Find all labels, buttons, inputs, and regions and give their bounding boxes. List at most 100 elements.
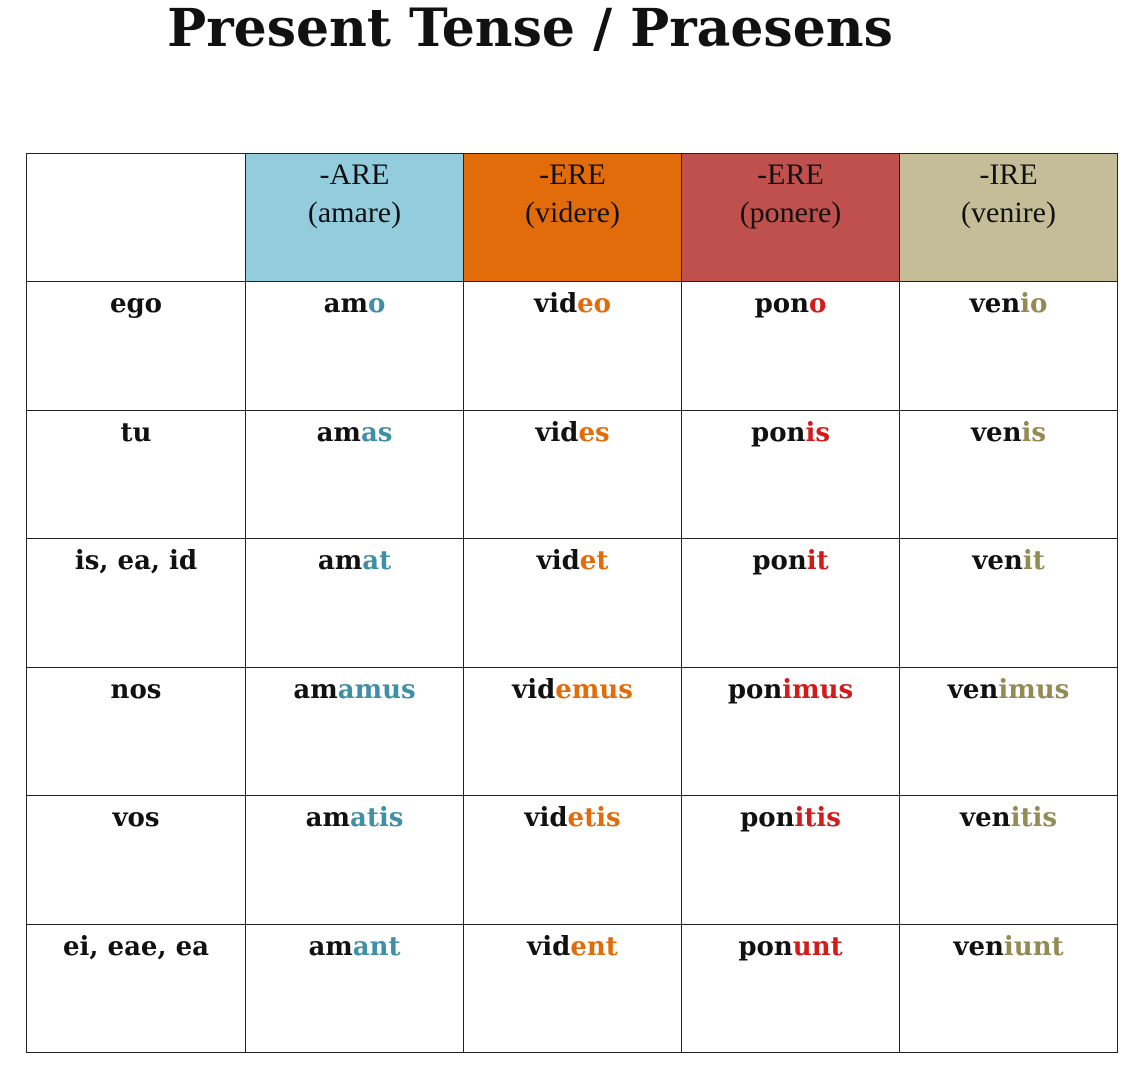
header-ending: -ARE — [319, 158, 390, 191]
header-verb: (ponere) — [739, 196, 842, 229]
verb-form-cell: ponunt — [681, 923, 900, 1054]
verb-form-cell: pono — [681, 281, 900, 411]
table-row: ego amo video pono venio — [26, 281, 1118, 411]
pronoun-cell: nos — [26, 666, 246, 797]
verb-form-cell: amatis — [245, 795, 464, 925]
header-ending: -IRE — [979, 158, 1038, 191]
verb-stem: am — [308, 931, 353, 962]
verb-stem: ven — [972, 546, 1023, 577]
verb-form-cell: amamus — [245, 666, 464, 797]
verb-form-cell: ponit — [681, 538, 900, 668]
verb-form-cell: venimus — [899, 666, 1118, 797]
pronoun-cell: is, ea, id — [26, 538, 246, 668]
verb-form-cell: amat — [245, 538, 464, 668]
header-cell-are: -ARE (amare) — [245, 152, 464, 283]
verb-ending: it — [806, 546, 829, 577]
table-row: vos amatis videtis ponitis venitis — [26, 795, 1118, 925]
verb-stem: ven — [969, 289, 1021, 320]
verb-stem: ven — [953, 931, 1004, 962]
verb-form-cell: videt — [463, 538, 682, 668]
verb-stem: am — [317, 546, 363, 577]
verb-stem: am — [305, 803, 350, 834]
verb-form-cell: amant — [245, 923, 464, 1054]
verb-ending: itis — [794, 803, 841, 834]
verb-form-cell: ponis — [681, 409, 900, 540]
verb-ending: io — [1020, 289, 1048, 320]
verb-ending: atis — [349, 803, 404, 834]
verb-stem: am — [323, 289, 368, 320]
verb-stem: vid — [535, 417, 579, 448]
verb-ending: iunt — [1003, 931, 1064, 962]
verb-ending: is — [1021, 417, 1047, 448]
header-verb: (videre) — [525, 196, 620, 229]
verb-form-cell: ponitis — [681, 795, 900, 925]
verb-form-cell: vides — [463, 409, 682, 540]
verb-form-cell: vident — [463, 923, 682, 1054]
verb-ending: itis — [1010, 803, 1057, 834]
verb-stem: vid — [536, 546, 580, 577]
verb-stem: am — [293, 674, 338, 705]
verb-ending: o — [809, 289, 827, 320]
verb-ending: imus — [998, 674, 1070, 705]
header-cell-ere-3: -ERE (ponere) — [681, 152, 900, 283]
verb-form-cell: amas — [245, 409, 464, 540]
table-row: ei, eae, ea amant vident ponunt veniunt — [26, 923, 1118, 1054]
verb-stem: am — [316, 417, 361, 448]
verb-form-cell: veniunt — [899, 923, 1118, 1054]
verb-ending: et — [579, 546, 609, 577]
verb-stem: ven — [970, 417, 1022, 448]
verb-stem: ven — [960, 803, 1011, 834]
verb-stem: pon — [738, 931, 793, 962]
empty-corner-cell — [26, 152, 246, 283]
verb-form-cell: venitis — [899, 795, 1118, 925]
verb-form-cell: ponimus — [681, 666, 900, 797]
pronoun-cell: tu — [26, 409, 246, 540]
verb-stem: vid — [512, 674, 556, 705]
verb-stem: pon — [740, 803, 795, 834]
header-ending: -ERE — [539, 158, 606, 191]
verb-stem: pon — [754, 289, 810, 320]
header-verb: (venire) — [961, 196, 1056, 229]
verb-form-cell: venis — [899, 409, 1118, 540]
verb-ending: unt — [792, 931, 843, 962]
verb-form-cell: venio — [899, 281, 1118, 411]
conjugation-table: -ARE (amare) -ERE (videre) -ERE (ponere)… — [26, 152, 1118, 1054]
verb-ending: imus — [782, 674, 854, 705]
verb-form-cell: video — [463, 281, 682, 411]
pronoun-cell: ei, eae, ea — [26, 923, 246, 1054]
verb-stem: pon — [727, 674, 783, 705]
verb-form-cell: amo — [245, 281, 464, 411]
table-row: nos amamus videmus ponimus venimus — [26, 666, 1118, 797]
verb-stem: pon — [751, 417, 806, 448]
verb-ending: at — [362, 546, 392, 577]
verb-ending: it — [1022, 546, 1045, 577]
verb-ending: es — [578, 417, 610, 448]
verb-stem: vid — [527, 931, 571, 962]
verb-ending: as — [360, 417, 393, 448]
verb-stem: vid — [533, 289, 578, 320]
page-title: Present Tense / Praesens — [167, 0, 893, 59]
verb-stem: pon — [752, 546, 807, 577]
verb-ending: ent — [570, 931, 618, 962]
verb-ending: o — [368, 289, 386, 320]
header-cell-ire: -IRE (venire) — [899, 152, 1118, 283]
verb-ending: etis — [567, 803, 621, 834]
verb-form-cell: videmus — [463, 666, 682, 797]
verb-ending: is — [805, 417, 830, 448]
header-ending: -ERE — [757, 158, 824, 191]
verb-form-cell: videtis — [463, 795, 682, 925]
verb-ending: ant — [352, 931, 401, 962]
header-row: -ARE (amare) -ERE (videre) -ERE (ponere)… — [26, 152, 1118, 283]
pronoun-cell: ego — [26, 281, 246, 411]
verb-stem: ven — [947, 674, 999, 705]
table-row: is, ea, id amat videt ponit venit — [26, 538, 1118, 668]
header-cell-ere-2: -ERE (videre) — [463, 152, 682, 283]
table-row: tu amas vides ponis venis — [26, 409, 1118, 540]
verb-ending: emus — [555, 674, 633, 705]
verb-stem: vid — [524, 803, 568, 834]
pronoun-cell: vos — [26, 795, 246, 925]
header-verb: (amare) — [307, 196, 402, 229]
verb-ending: eo — [577, 289, 612, 320]
verb-form-cell: venit — [899, 538, 1118, 668]
verb-ending: amus — [337, 674, 416, 705]
